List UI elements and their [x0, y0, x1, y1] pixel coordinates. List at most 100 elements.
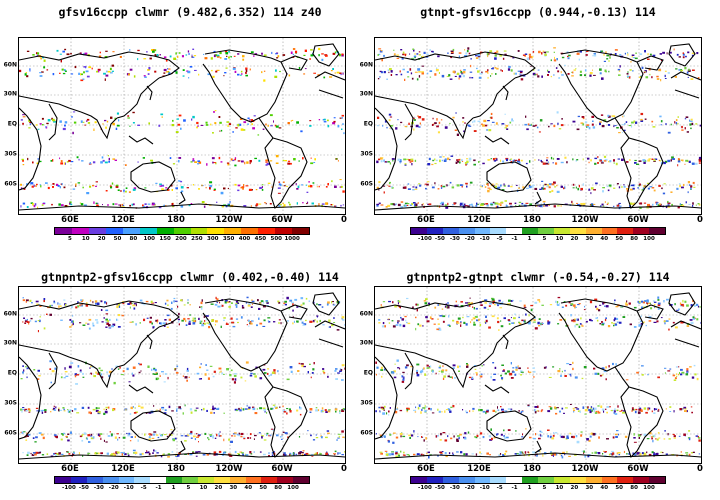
colorbar-label: 30: [585, 485, 594, 491]
colorbar-swatch: [474, 228, 491, 234]
colorbar-label: 50: [113, 236, 122, 242]
lon-tick-label: 0: [341, 215, 347, 225]
colorbar-swatch: [229, 477, 246, 483]
colorbar-swatch: [442, 228, 459, 234]
lon-tick-label: 120E: [467, 215, 491, 225]
map-canvas: [375, 38, 701, 214]
colorbar-label: -100: [418, 485, 432, 491]
colorbar-swatch: [88, 228, 106, 234]
colorbar-label: -30: [449, 485, 460, 491]
colorbar-swatch: [633, 228, 650, 234]
colorbar-label: 40: [600, 236, 609, 242]
colorbar-swatch: [538, 228, 554, 234]
lon-tick-label: 120E: [111, 215, 135, 225]
colorbar-swatch: [241, 228, 259, 234]
colorbar-swatch: [458, 477, 475, 483]
colorbar-swatch: [182, 477, 198, 483]
colorbar-label: 5: [542, 236, 547, 242]
lon-tick-label: 60E: [61, 464, 79, 474]
lat-tick-label: EQ: [363, 369, 373, 377]
colorbar-swatch: [585, 477, 602, 483]
colorbar-label: 40: [600, 485, 609, 491]
colorbar-swatch: [442, 477, 459, 483]
colorbar-swatch: [506, 477, 523, 483]
colorbar-label: -100: [62, 485, 76, 491]
lon-tick-label: 60W: [627, 464, 649, 474]
colorbar-label: -5: [140, 485, 147, 491]
colorbar-label: 20: [97, 236, 106, 242]
colorbar-label: 450: [254, 236, 267, 242]
map-canvas: [19, 287, 345, 463]
field-speckles: [19, 47, 345, 209]
colorbar-label: 10: [199, 485, 208, 491]
colorbar-swatch: [71, 228, 89, 234]
lon-tick-label: 180: [167, 215, 185, 225]
lat-tick-label: EQ: [7, 369, 17, 377]
colorbar-label: 50: [259, 485, 267, 491]
colorbar-label: 1: [527, 236, 532, 242]
panel-title: gtnpntp2-gfsv16ccpp clwmr (0.402,-0.40) …: [41, 270, 339, 284]
lon-tick-label: 60E: [61, 215, 79, 225]
colorbar-label: 40: [244, 485, 253, 491]
colorbar-label: 10: [555, 236, 564, 242]
colorbar-swatch: [166, 477, 182, 483]
lat-tick-label: 30N: [359, 339, 373, 347]
colorbar-label: 100: [643, 485, 655, 491]
colorbar-label: -100: [418, 236, 432, 242]
colorbar-swatch: [224, 228, 242, 234]
colorbar-swatch: [601, 228, 618, 234]
lon-tick-label: 120W: [215, 464, 243, 474]
colorbar-swatch: [156, 228, 174, 234]
colorbar-label: -1: [155, 485, 162, 491]
colorbar-swatch: [86, 477, 103, 483]
map-area: [374, 37, 702, 215]
lon-tick-label: 120E: [467, 464, 491, 474]
panel-title: gfsv16ccpp clwmr (9.482,6.352) 114 z40: [58, 5, 322, 19]
colorbar-swatch: [569, 477, 586, 483]
colorbar-swatch: [197, 477, 214, 483]
colorbar-label: 100: [643, 236, 655, 242]
colorbar-swatch: [553, 228, 570, 234]
colorbar: [54, 476, 310, 484]
colorbar-label: 5: [67, 236, 72, 242]
colorbar-swatch: [474, 477, 491, 483]
colorbar-label: 100: [143, 236, 155, 242]
colorbar-label: 5: [542, 485, 547, 491]
colorbar-label: 5: [186, 485, 191, 491]
colorbar-swatch: [649, 477, 665, 483]
colorbar: [410, 476, 666, 484]
colorbar-swatch: [207, 228, 225, 234]
colorbar-label: -10: [123, 485, 134, 491]
lon-tick-label: 60W: [627, 215, 649, 225]
colorbar-swatch: [258, 228, 276, 234]
colorbar-label: -10: [479, 236, 490, 242]
colorbar-swatch: [261, 477, 278, 483]
colorbar-swatch: [617, 228, 634, 234]
colorbar: [54, 227, 310, 235]
lon-tick-label: 180: [523, 215, 541, 225]
colorbar-swatch: [70, 477, 87, 483]
lat-tick-label: 60S: [4, 180, 17, 188]
colorbar-label: 1: [527, 485, 532, 491]
colorbar-swatch: [411, 477, 427, 483]
colorbar-swatch: [538, 477, 554, 483]
coastlines: [375, 292, 701, 460]
colorbar-swatch: [506, 228, 523, 234]
colorbar-swatch: [277, 477, 294, 483]
colorbar-label: 10: [555, 485, 564, 491]
colorbar-swatch: [139, 228, 157, 234]
field-speckles: [20, 296, 345, 458]
lon-tick-label: 60E: [417, 464, 435, 474]
lat-tick-label: 60S: [4, 429, 17, 437]
map-canvas: [375, 287, 701, 463]
colorbar-swatch: [633, 477, 650, 483]
colorbar-label: 400: [238, 236, 251, 242]
colorbar-label: 20: [570, 236, 579, 242]
colorbar-swatch: [426, 228, 443, 234]
lon-tick-label: 120W: [215, 215, 243, 225]
lon-tick-label: 120W: [571, 464, 599, 474]
colorbar-label: 1000: [284, 236, 300, 242]
field-speckles: [375, 296, 701, 459]
lat-tick-label: 30S: [360, 150, 373, 158]
panel-title: gtnpntp2-gtnpt clwmr (-0.54,-0.27) 114: [406, 270, 670, 284]
